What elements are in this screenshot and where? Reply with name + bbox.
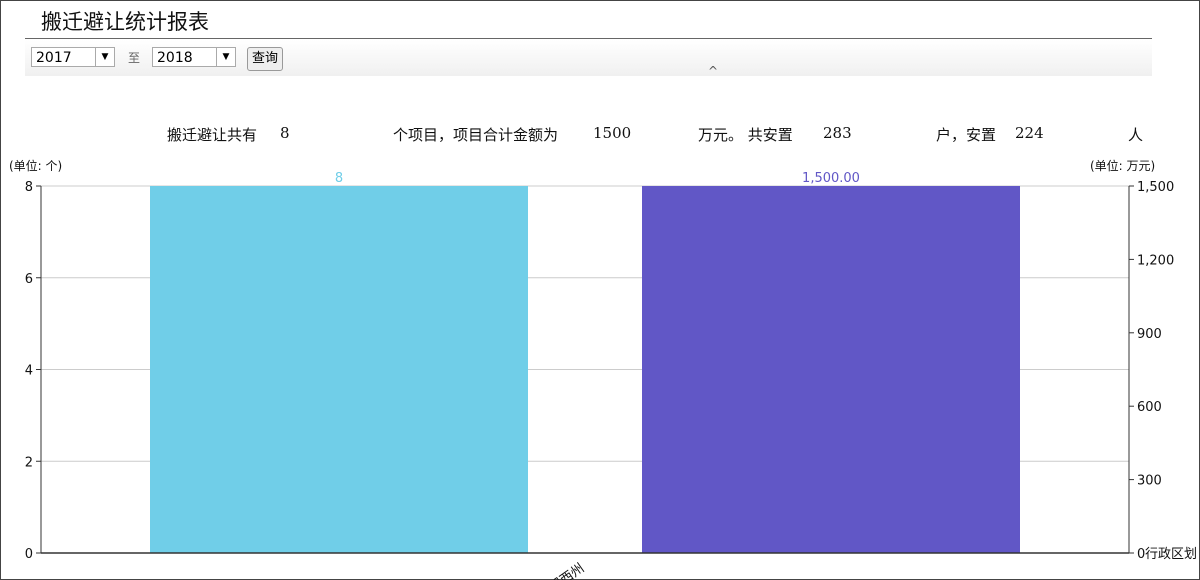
bar — [642, 186, 1020, 553]
summary-text-2: 个项目，项目合计金额为 — [393, 126, 559, 144]
to-year-value: 2018 — [157, 50, 193, 66]
summary-text-3: 万元。 共安置 — [698, 126, 793, 144]
right-axis-unit: (单位: 万元) — [1090, 159, 1156, 173]
chevron-down-icon: ▼ — [95, 48, 114, 66]
query-button[interactable]: 查询 — [247, 47, 284, 71]
data-label: 8 — [335, 171, 343, 186]
chevron-down-icon: ▼ — [216, 48, 235, 66]
summary-amount: 1500 — [593, 124, 632, 142]
caret-up-icon[interactable]: ^ — [708, 64, 719, 78]
summary-projects: 8 — [280, 124, 290, 142]
summary-text-5: 人 — [1128, 126, 1144, 144]
right-tick-label: 300 — [1137, 474, 1162, 489]
right-tick-label: 1,200 — [1137, 253, 1174, 268]
right-tick-label: 0 — [1137, 547, 1145, 562]
data-label: 1,500.00 — [802, 171, 860, 186]
right-tick-label: 600 — [1137, 400, 1162, 415]
to-year-select[interactable]: 2018 ▼ — [152, 47, 236, 67]
left-axis-unit: (单位: 个) — [9, 159, 63, 173]
x-axis-label: 行政区划 — [1145, 547, 1197, 562]
filter-toolbar: 2017 ▼ 至 2018 ▼ 查询 — [25, 40, 1152, 76]
left-tick-label: 8 — [25, 180, 33, 195]
summary-people: 224 — [1015, 124, 1044, 142]
right-tick-label: 900 — [1137, 327, 1162, 342]
left-tick-label: 0 — [25, 547, 33, 562]
page-title: 搬迁避让统计报表 — [41, 10, 209, 34]
left-tick-label: 4 — [25, 364, 33, 379]
divider — [25, 38, 1152, 39]
to-label: 至 — [128, 51, 141, 65]
left-tick-label: 6 — [25, 272, 33, 287]
category-label: 湘西州 — [547, 561, 588, 580]
summary-text-1: 搬迁避让共有 — [167, 126, 258, 144]
right-tick-label: 1,500 — [1137, 180, 1174, 195]
summary-households: 283 — [823, 124, 852, 142]
left-tick-label: 2 — [25, 455, 33, 470]
from-year-value: 2017 — [36, 50, 72, 66]
from-year-select[interactable]: 2017 ▼ — [31, 47, 115, 67]
summary-text-4: 户，安置 — [936, 126, 997, 144]
bar — [150, 186, 528, 553]
